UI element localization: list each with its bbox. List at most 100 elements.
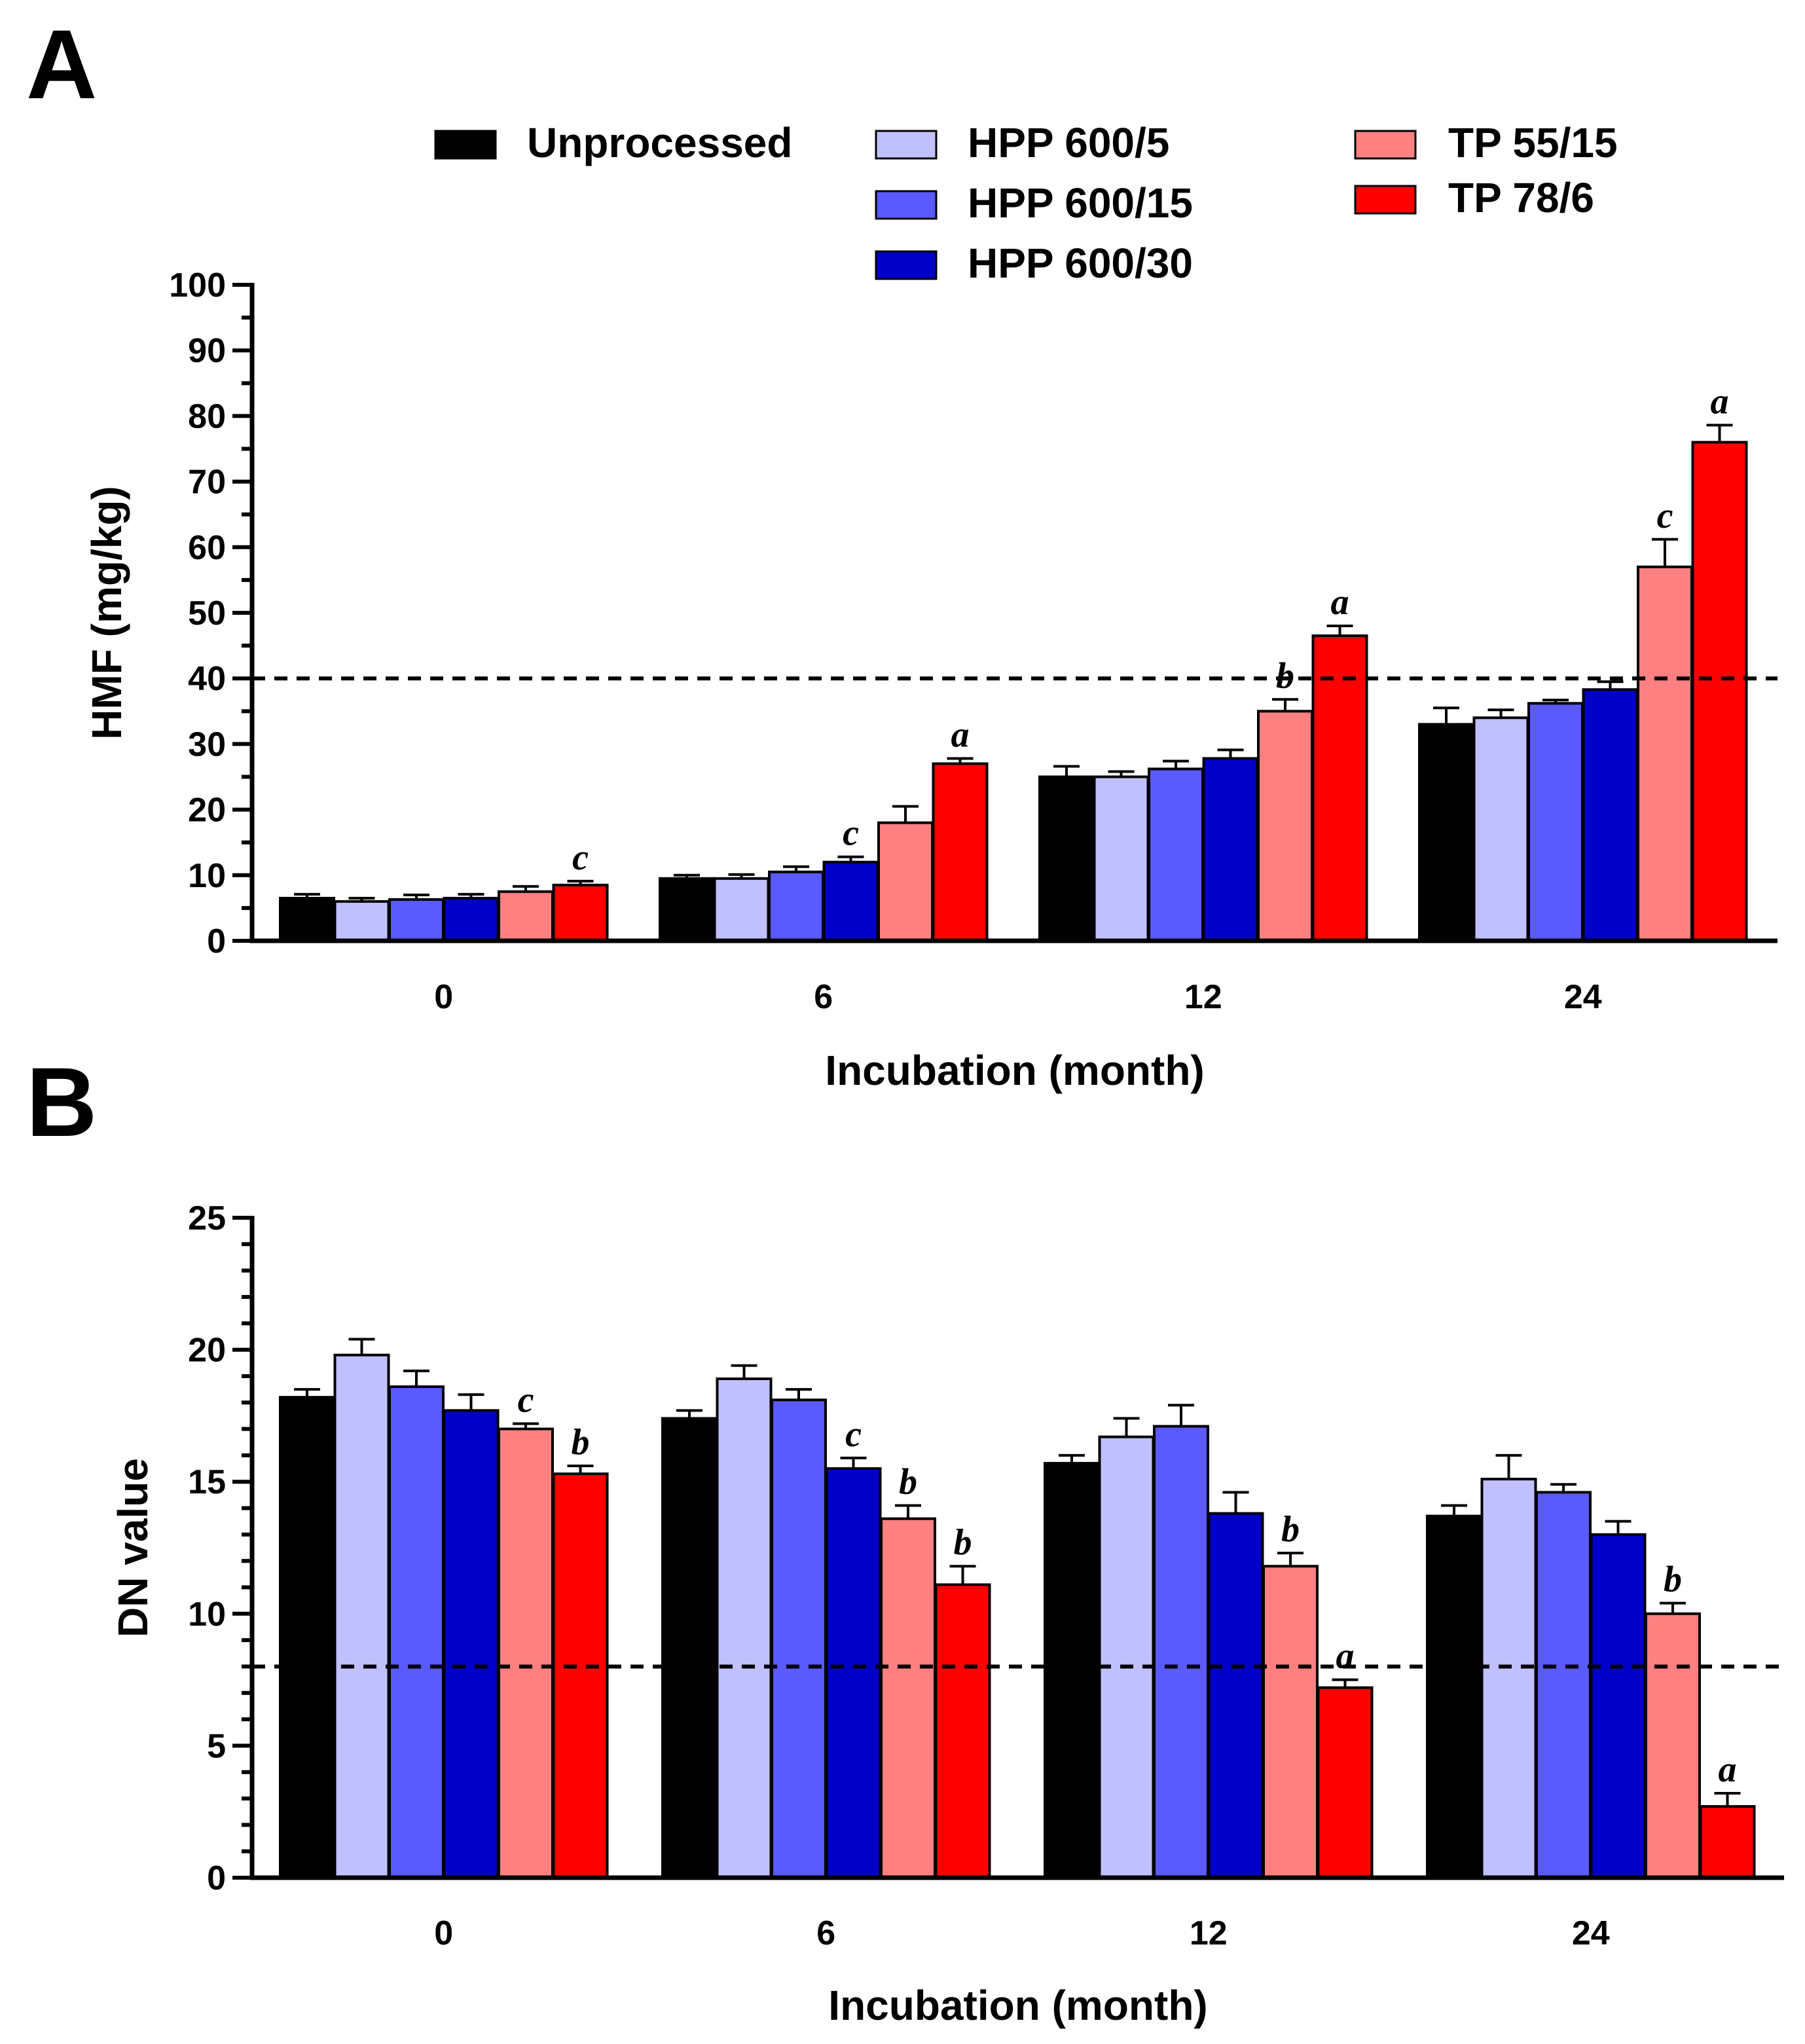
legend-swatch-2 [875, 190, 938, 220]
bar-0-3-0 [443, 896, 500, 942]
bar-0-5-3 [1691, 441, 1748, 942]
legend-swatch-1 [875, 130, 938, 160]
y-tick-label: 30 [188, 725, 226, 763]
significance-letter: a [1331, 582, 1349, 623]
x-tick-label: 0 [434, 978, 453, 1016]
bar-0-2-1 [768, 870, 824, 943]
bar-1-2-3 [1535, 1491, 1592, 1879]
significance-letter: b [572, 1422, 590, 1463]
x-tick-label: 12 [1190, 1914, 1228, 1952]
legend-label-4: TP 55/15 [1448, 119, 1618, 166]
bar-1-1-1 [716, 1377, 773, 1879]
y-tick-label: 40 [188, 660, 226, 698]
bar-1-0-3 [1426, 1514, 1482, 1879]
bar-1-4-3 [1645, 1612, 1701, 1880]
bar-1-0-1 [661, 1417, 718, 1879]
x-tick-label: 24 [1564, 978, 1602, 1016]
y-tick-label: 10 [188, 857, 226, 895]
y-tick-label: 50 [188, 594, 226, 632]
x-axis-title: Incubation (month) [828, 1982, 1207, 2029]
bar-0-3-1 [822, 860, 879, 943]
bar-0-4-1 [877, 821, 934, 943]
x-tick-label: 6 [814, 978, 833, 1016]
bar-0-4-2 [1257, 710, 1313, 943]
y-tick-label: 10 [188, 1596, 226, 1633]
significance-letter: b [1276, 655, 1294, 696]
bar-1-1-2 [1098, 1435, 1155, 1879]
bar-0-2-0 [388, 898, 445, 943]
legend: Unprocessed HPP 600/5 HPP 600/15 HPP 600/30… [434, 119, 1618, 287]
y-tick-label: 20 [188, 1332, 226, 1370]
bar-1-1-3 [1480, 1478, 1537, 1879]
bar-1-3-2 [1207, 1512, 1264, 1879]
legend-label-1: HPP 600/5 [968, 119, 1169, 166]
legend-label-2: HPP 600/15 [968, 179, 1193, 227]
bar-1-0-2 [1044, 1461, 1100, 1880]
bar-1-5-1 [934, 1583, 991, 1879]
bar-0-5-0 [552, 883, 609, 942]
bar-0-0-3 [1418, 723, 1474, 942]
y-tick-label: 60 [188, 529, 226, 567]
y-tick-label: 80 [188, 397, 226, 435]
bar-0-4-3 [1637, 565, 1693, 942]
bar-1-5-2 [1317, 1686, 1374, 1880]
bar-1-4-2 [1262, 1565, 1319, 1880]
significance-letter: a [1711, 381, 1729, 422]
significance-letter: c [845, 1414, 862, 1455]
bar-1-4-0 [498, 1427, 554, 1880]
significance-letter: a [1336, 1636, 1355, 1677]
y-axis-title: HMF (mg/kg) [83, 486, 130, 740]
bar-1-3-0 [443, 1409, 500, 1879]
legend-swatch-5 [1354, 185, 1417, 215]
y-tick-label: 20 [188, 792, 226, 830]
significance-letter: c [843, 813, 859, 854]
bar-1-2-0 [388, 1385, 445, 1880]
significance-letter: a [951, 714, 970, 755]
legend-label-3: HPP 600/30 [968, 240, 1193, 287]
y-tick-label: 0 [207, 1859, 226, 1897]
bar-0-1-0 [333, 900, 390, 943]
bar-0-0-1 [659, 877, 715, 943]
significance-letter: a [1719, 1749, 1737, 1790]
x-tick-label: 6 [816, 1914, 835, 1952]
bar-1-3-1 [825, 1467, 882, 1880]
legend-swatch-4 [1354, 130, 1417, 160]
bar-1-5-3 [1699, 1805, 1756, 1879]
bar-0-5-2 [1311, 634, 1368, 942]
y-tick-label: 90 [188, 332, 226, 370]
y-tick-label: 5 [207, 1727, 226, 1765]
bar-0-1-3 [1472, 716, 1529, 942]
panel-b-label: B [26, 1047, 97, 1157]
chart-panel-a: 0 10 20 30 40 50 60 70 80 90 100 c b c c a a a 0 6 12 24 Incub… [83, 266, 1778, 1094]
bar-0-2-3 [1527, 702, 1584, 942]
legend-swatch-3 [875, 250, 938, 280]
significance-letter: b [1281, 1509, 1300, 1550]
legend-label-0: Unprocessed [527, 119, 792, 166]
bar-0-4-0 [498, 890, 554, 942]
legend-swatch-0 [434, 130, 497, 160]
significance-letter: b [899, 1461, 917, 1502]
x-axis-title: Incubation (month) [825, 1047, 1204, 1094]
significance-letter: b [954, 1522, 972, 1563]
bar-0-3-3 [1582, 688, 1639, 942]
bar-0-5-1 [932, 762, 989, 942]
panel-a-label: A [26, 9, 97, 119]
significance-letter: c [1657, 496, 1673, 536]
bar-1-4-1 [880, 1517, 936, 1879]
bar-1-0-0 [279, 1396, 335, 1879]
bar-0-3-2 [1202, 757, 1259, 942]
bar-1-2-2 [1153, 1425, 1209, 1880]
significance-letter: b [1664, 1560, 1682, 1600]
significance-letter: c [572, 837, 589, 878]
bar-1-3-3 [1590, 1533, 1647, 1880]
x-tick-label: 24 [1572, 1914, 1610, 1952]
bar-0-1-1 [713, 877, 770, 943]
y-tick-label: 70 [188, 464, 226, 502]
bar-0-2-2 [1148, 767, 1204, 942]
x-tick-label: 12 [1184, 978, 1222, 1016]
significance-letter: c [518, 1379, 534, 1420]
bar-1-2-1 [771, 1398, 827, 1879]
y-tick-label: 0 [207, 922, 226, 960]
